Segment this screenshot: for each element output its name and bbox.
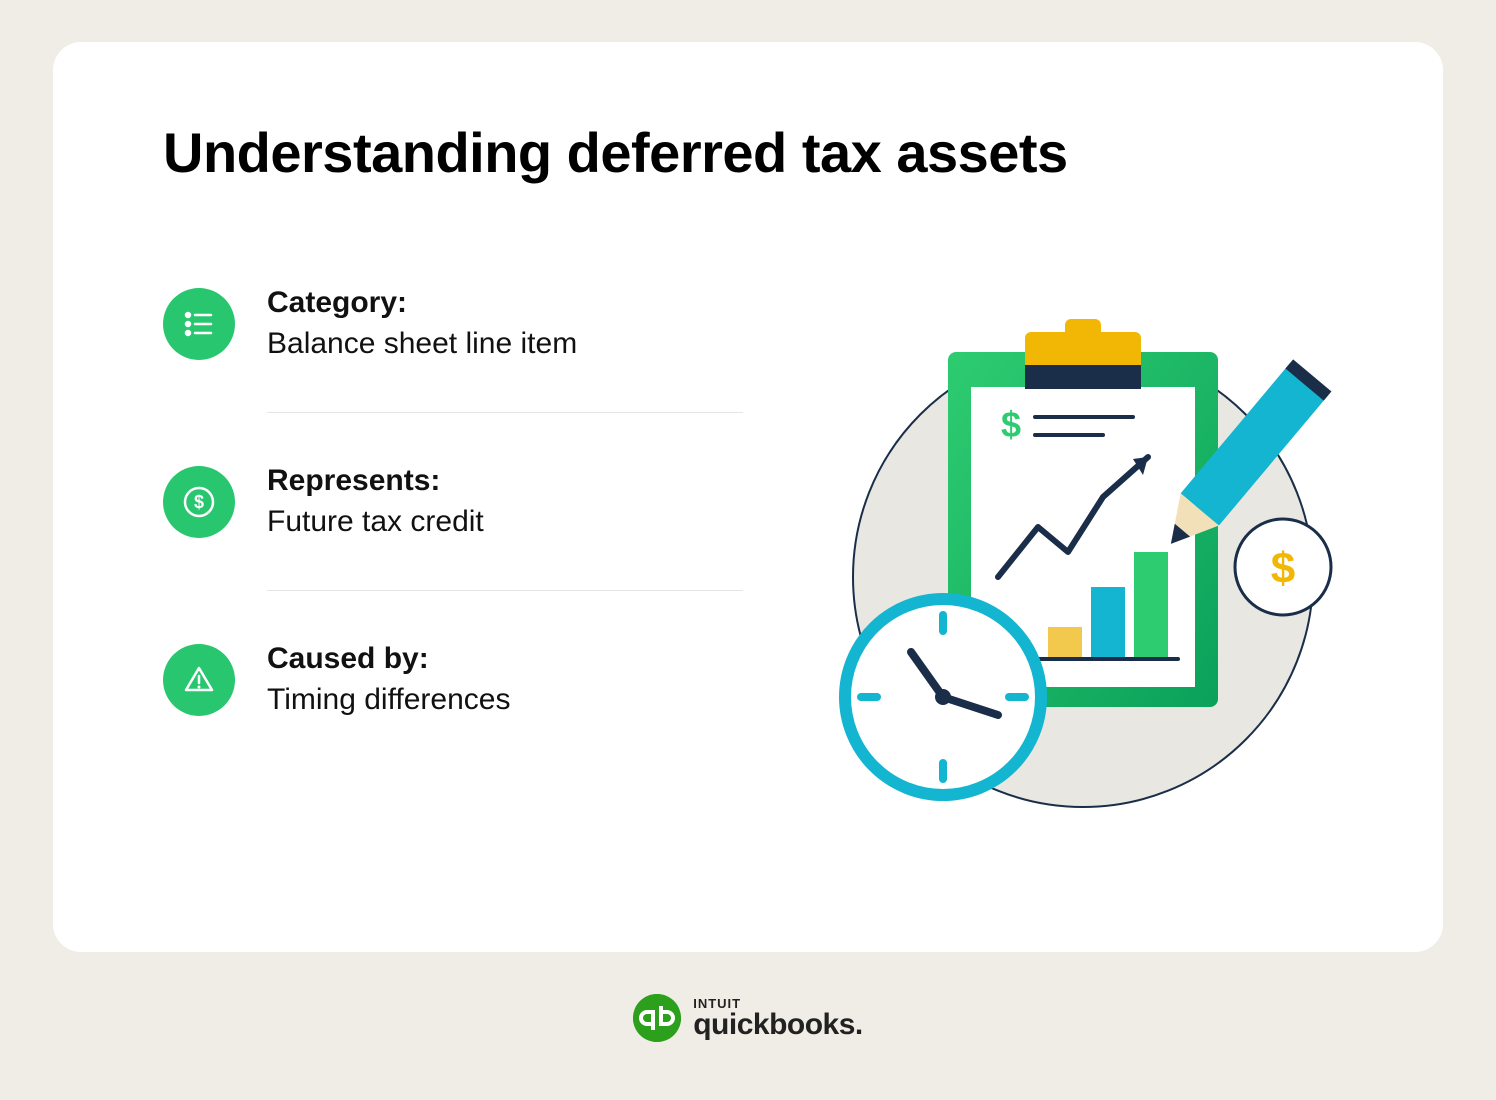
item-value: Balance sheet line item — [267, 324, 743, 365]
list-icon — [163, 288, 235, 360]
svg-text:$: $ — [194, 492, 204, 512]
coin-dollar-glyph: $ — [1271, 544, 1295, 593]
brand-text: INTUIT quickbooks. — [693, 997, 863, 1040]
info-card: Understanding deferred tax assets — [53, 42, 1443, 952]
item-label: Represents: — [267, 461, 743, 502]
divider — [267, 412, 743, 413]
warning-icon — [163, 644, 235, 716]
dollar-glyph: $ — [1001, 404, 1021, 445]
brand-name: quickbooks. — [693, 1010, 863, 1040]
item-value: Future tax credit — [267, 502, 743, 543]
card-title: Understanding deferred tax assets — [163, 120, 1333, 185]
item-label: Category: — [267, 283, 743, 324]
dollar-icon: $ — [163, 466, 235, 538]
item-represents: $ Represents: Future tax credit — [163, 453, 743, 550]
quickbooks-logo-icon — [633, 994, 681, 1042]
item-text: Caused by: Timing differences — [267, 639, 743, 720]
clipboard-illustration: $ $ — [803, 297, 1343, 817]
brand-footer: INTUIT quickbooks. — [633, 994, 863, 1042]
item-text: Represents: Future tax credit — [267, 461, 743, 542]
items-column: Category: Balance sheet line item $ Repr… — [163, 275, 743, 728]
item-caused-by: Caused by: Timing differences — [163, 631, 743, 728]
item-label: Caused by: — [267, 639, 743, 680]
item-value: Timing differences — [267, 680, 743, 721]
divider — [267, 590, 743, 591]
item-text: Category: Balance sheet line item — [267, 283, 743, 364]
item-category: Category: Balance sheet line item — [163, 275, 743, 372]
